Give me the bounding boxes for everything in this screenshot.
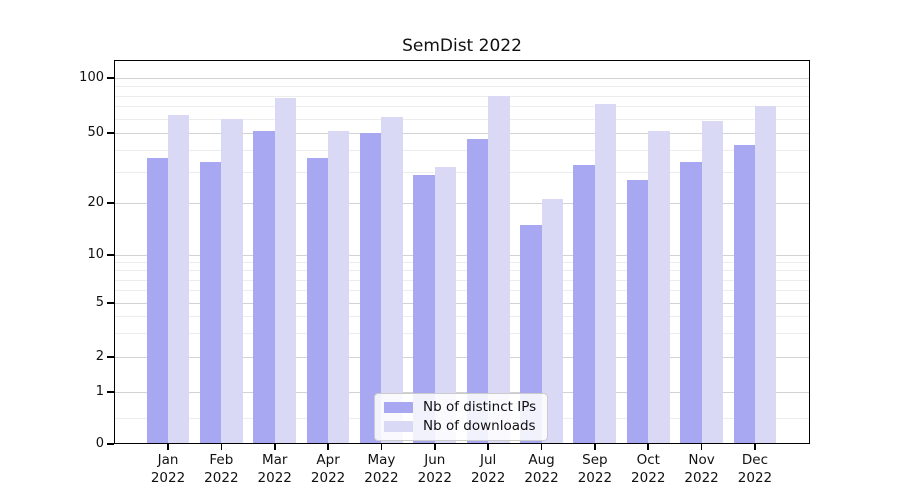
minor-gridline [114,95,810,97]
major-gridline [114,78,810,79]
bar-nb-of-distinct-ips-aug [520,224,542,444]
bar-nb-of-downloads-may [381,117,403,444]
x-axis-tick [380,444,383,450]
x-tick-label: Jul 2022 [470,452,506,486]
bar-nb-of-downloads-apr [328,131,350,444]
bar-nb-of-distinct-ips-nov [680,162,702,444]
bar-nb-of-distinct-ips-feb [199,162,222,444]
x-tick-label: Feb 2022 [204,452,239,486]
x-axis-tick [594,444,596,450]
major-gridline [114,357,810,358]
minor-gridline [114,106,810,108]
y-axis-tick [107,302,114,304]
x-tick-label: Sep 2022 [577,452,613,486]
x-axis-tick [273,444,276,450]
x-axis-tick [540,444,543,450]
bar-nb-of-downloads-oct [648,131,670,444]
bar-nb-of-distinct-ips-sep [573,164,595,444]
major-gridline [114,255,810,256]
legend-swatch [384,401,413,413]
legend-label: Nb of distinct IPs [423,399,537,415]
major-gridline [114,203,810,204]
y-axis-tick [107,254,114,256]
x-tick-label: May 2022 [364,452,399,486]
y-tick-label: 20 [87,195,104,210]
x-axis-tick [327,444,329,450]
minor-gridline [114,86,810,88]
bar-nb-of-downloads-feb [221,118,243,444]
y-axis-tick [107,202,114,204]
bar-nb-of-downloads-sep [594,104,617,444]
bar-nb-of-downloads-dec [754,106,777,444]
x-tick-label: Apr 2022 [310,452,346,486]
y-axis-tick [107,356,114,358]
y-axis-tick [107,391,114,393]
minor-gridline [114,118,810,120]
x-axis-tick [220,444,223,450]
minor-gridline [114,262,810,264]
minor-gridline [114,333,810,335]
bar-nb-of-distinct-ips-jan [146,158,168,444]
major-gridline [114,392,810,393]
y-axis-tick [107,443,114,445]
x-axis-tick [167,444,169,450]
x-tick-label: Dec 2022 [737,452,773,486]
y-tick-label: 100 [79,70,104,85]
bar-nb-of-downloads-jun [434,167,457,444]
major-gridline [114,133,810,134]
bar-nb-of-downloads-jul [488,95,510,444]
chart-title: SemDist 2022 [402,36,522,56]
minor-gridline [114,150,810,152]
x-tick-label: Jan 2022 [150,452,186,486]
x-tick-label: Nov 2022 [684,452,719,486]
y-tick-label: 50 [87,125,104,140]
x-tick-label: Aug 2022 [524,452,559,486]
y-tick-label: 5 [95,295,104,310]
minor-gridline [114,172,810,174]
minor-gridline [114,270,810,272]
x-axis-tick [434,444,436,450]
bar-nb-of-downloads-mar [274,97,297,444]
legend-entry: Nb of downloads [384,418,536,434]
x-tick-label: Mar 2022 [257,452,292,486]
x-axis-tick [754,444,756,450]
major-gridline [114,303,810,304]
legend: Nb of distinct IPs Nb of downloads [374,393,549,441]
y-tick-label: 10 [87,247,104,262]
legend-label: Nb of downloads [423,418,536,434]
bar-nb-of-distinct-ips-apr [306,158,329,444]
bar-nb-of-distinct-ips-oct [626,180,649,444]
x-tick-label: Jun 2022 [417,452,452,486]
y-tick-label: 0 [95,436,104,451]
y-axis-tick [107,132,114,134]
bar-nb-of-distinct-ips-may [360,133,382,444]
y-tick-label: 1 [95,384,104,399]
bar-nb-of-downloads-aug [541,199,563,444]
y-axis-tick [107,77,114,79]
bar-nb-of-distinct-ips-dec [733,144,755,444]
minor-gridline [114,279,810,281]
minor-gridline [114,316,810,318]
x-axis-tick [487,444,489,450]
bar-nb-of-distinct-ips-mar [253,131,275,444]
x-axis-tick [700,444,703,450]
bar-nb-of-distinct-ips-jun [413,174,435,444]
plot-area: Nb of distinct IPs Nb of downloads [114,60,810,444]
x-tick-label: Oct 2022 [631,452,666,486]
legend-swatch [384,420,413,432]
bar-nb-of-downloads-jan [168,114,190,444]
y-tick-label: 2 [95,349,104,364]
bar-nb-of-distinct-ips-jul [466,139,489,444]
legend-entry: Nb of distinct IPs [384,399,536,415]
bar-nb-of-downloads-nov [701,121,723,444]
minor-gridline [114,290,810,292]
x-axis-tick [647,444,650,450]
